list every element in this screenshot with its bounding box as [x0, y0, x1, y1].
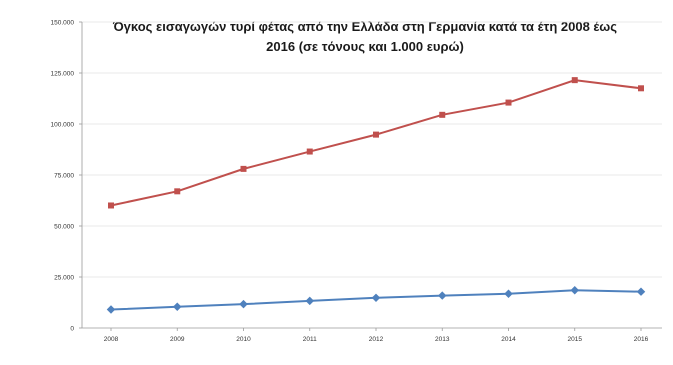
data-point: [371, 293, 381, 303]
data-point: [505, 99, 512, 106]
data-point: [173, 302, 182, 312]
data-point: [108, 202, 114, 209]
chart-title-line-2: 2016 (σε τόνους και 1.000 ευρώ): [266, 39, 464, 54]
x-tick-label: 2011: [303, 336, 317, 343]
data-point: [636, 287, 646, 296]
series-layer: [106, 77, 646, 314]
y-tick-label: 150.000: [51, 20, 75, 27]
x-tick-label: 2008: [104, 336, 119, 343]
data-point: [174, 188, 181, 195]
data-point: [106, 305, 116, 314]
x-tick-label: 2014: [501, 336, 516, 343]
gridlines: [79, 21, 662, 329]
data-point: [373, 131, 379, 138]
y-tick-label: 50.000: [54, 224, 74, 231]
data-point: [638, 85, 644, 92]
chart-title-line-1: Όγκος εισαγωγών τυρί φέτας από την Ελλάδ…: [112, 19, 617, 34]
x-tick-label: 2016: [634, 336, 649, 343]
data-point: [439, 111, 446, 118]
y-tick-label: 75.000: [54, 173, 74, 180]
x-tick-label: 2013: [435, 336, 450, 343]
data-point: [306, 148, 313, 155]
axes: [81, 22, 662, 329]
data-point: [504, 289, 513, 298]
y-tick-label: 25.000: [54, 275, 74, 282]
x-tick-label: 2009: [170, 336, 185, 343]
y-tick-label: 125.000: [51, 71, 75, 78]
x-tick-label: 2012: [369, 336, 384, 343]
data-point: [240, 165, 247, 172]
data-point: [239, 299, 248, 309]
data-point: [305, 296, 314, 306]
x-tick-labels: 2008 2009 2010 2011 2012 2013 2014 2015 2016: [104, 328, 649, 343]
x-tick-label: 2010: [236, 336, 251, 343]
y-tick-label: 0: [70, 326, 74, 333]
data-point: [438, 291, 447, 300]
data-point: [570, 286, 579, 295]
x-tick-label: 2015: [568, 336, 583, 343]
y-tick-label: 100.000: [51, 122, 75, 129]
y-tick-labels: 0 25.000 50.000 75.000 100.000 125.000 150.000: [51, 20, 75, 333]
data-point: [571, 77, 578, 84]
